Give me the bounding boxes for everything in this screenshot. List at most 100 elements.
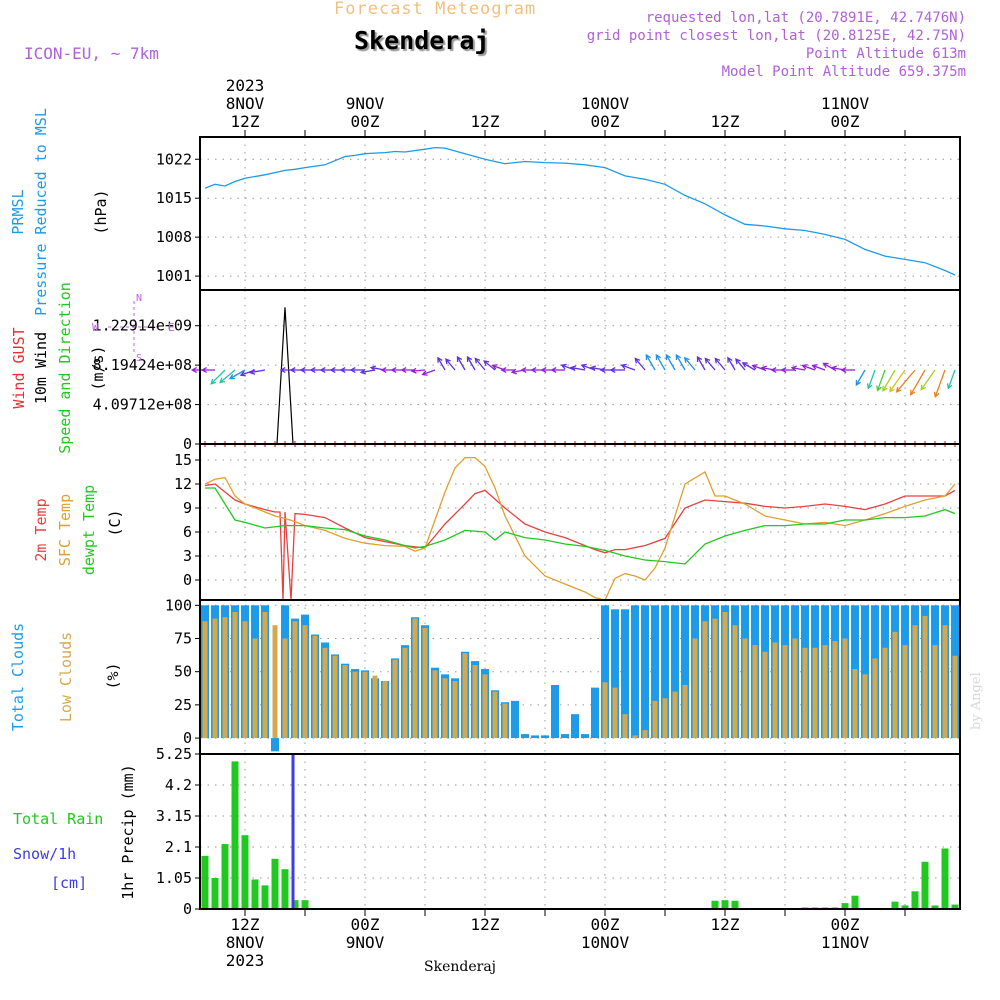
wind-arrow <box>727 357 736 371</box>
label-sfc: SFC Temp <box>56 494 74 566</box>
ytick-label: 1015 <box>156 189 192 207</box>
wind-arrow-head <box>445 358 451 365</box>
total-cloud-bar <box>631 605 639 739</box>
wind-arrow-head <box>751 364 758 370</box>
low-cloud-bar <box>382 680 388 739</box>
total-cloud-bar <box>641 605 649 739</box>
panel-frame <box>199 443 961 601</box>
wind-arrow-head <box>599 367 606 373</box>
wind-arrow <box>437 357 446 371</box>
low-cloud-bar <box>272 625 278 739</box>
low-cloud-bar <box>792 638 798 739</box>
label-prmsl: PRMSL <box>9 189 27 234</box>
wind-arrow-head <box>727 356 733 363</box>
wind-arrow-head <box>790 365 797 372</box>
ytick-label: 1001 <box>156 267 192 285</box>
wind-arrow-head <box>569 365 577 372</box>
wind-arrow-head <box>200 367 207 373</box>
low-cloud-bar <box>912 625 918 739</box>
wind-arrow-head <box>933 391 940 399</box>
axis-text: 1001 1008 1015 1022 0 4.09712e+08 8.19424e+08 1… <box>9 76 869 970</box>
ytick-label: 5.25 <box>156 745 192 763</box>
wind-arrow <box>855 369 866 386</box>
wind-arrow-head <box>421 370 428 376</box>
ytick-label: 1.05 <box>156 869 192 887</box>
point-altitude: Point Altitude 613m <box>805 46 966 62</box>
xlabel-bottom: 00Z <box>831 915 860 934</box>
low-cloud-bar <box>432 670 438 739</box>
total-cloud-bar <box>651 605 659 739</box>
wind-arrow-head <box>830 365 837 372</box>
xlabel-top: 11NOV <box>821 94 870 113</box>
total-cloud-bar <box>621 609 629 739</box>
low-cloud-bar <box>802 647 808 739</box>
wind-arrow-head <box>735 358 741 365</box>
wind-arrow-head <box>491 364 498 370</box>
low-cloud-bar <box>832 641 838 739</box>
low-cloud-bar <box>852 669 858 739</box>
total-cloud-bar <box>661 605 669 739</box>
low-cloud-bar <box>672 691 678 739</box>
total-cloud-bar <box>681 605 689 739</box>
total-cloud-bar <box>511 700 519 739</box>
wind-arrow <box>655 354 666 371</box>
xlabel-bottom: 11NOV <box>821 933 870 952</box>
label-total-clouds: Total Clouds <box>9 623 27 731</box>
wind-arrow-head <box>704 357 711 364</box>
station-title: Skenderaj <box>354 26 490 55</box>
low-cloud-bar <box>212 618 218 739</box>
low-cloud-bar <box>872 658 878 739</box>
wind-arrow-head <box>550 367 557 373</box>
wind-arrow <box>445 358 456 371</box>
ylabel-temp: (C) <box>106 509 124 536</box>
rain-bar <box>281 869 289 909</box>
low-cloud-bar <box>402 647 408 739</box>
low-cloud-bar <box>342 665 348 739</box>
low-cloud-bar <box>312 635 318 739</box>
pressure-line <box>204 146 956 276</box>
low-cloud-bar <box>662 698 668 739</box>
low-cloud-bar <box>472 665 478 739</box>
ytick-label: 4.2 <box>165 776 192 794</box>
low-cloud-bar <box>492 691 498 739</box>
rain-bar <box>271 858 279 909</box>
rain-bar <box>931 905 939 909</box>
rain-bar <box>231 761 239 909</box>
wind-arrow-head <box>760 365 767 372</box>
low-cloud-bar <box>812 647 818 739</box>
wind-arrow-head <box>359 368 367 375</box>
wind-arrow-head <box>437 356 443 363</box>
low-cloud-bar <box>902 645 908 739</box>
compass-s: S <box>136 353 142 364</box>
ytick-label: 4.09712e+08 <box>93 396 192 414</box>
total-cloud-bar <box>561 734 569 739</box>
panel-frame <box>199 753 961 910</box>
ytick-label: 100 <box>165 596 192 614</box>
wind-arrow <box>474 358 486 371</box>
rain-bar <box>721 900 729 909</box>
rain-bar <box>891 901 899 909</box>
requested-coords: requested lon,lat (20.7891E, 42.7476N) <box>645 10 966 26</box>
wind-arrow-head <box>840 367 847 373</box>
wind-arrow-head <box>219 377 226 384</box>
xlabel-top: 12Z <box>231 112 260 131</box>
wind-arrow <box>250 369 266 374</box>
label-gust: Wind GUST <box>10 327 28 408</box>
wind-arrow-head <box>248 368 256 375</box>
wind-arrow-head <box>876 385 882 392</box>
wind-arrow <box>665 354 676 371</box>
wind-arrow-head <box>589 365 597 372</box>
ytick-label: 1008 <box>156 228 192 246</box>
gridpoint-coords: grid point closest lon,lat (20.8125E, 42… <box>586 28 966 44</box>
wind-arrow <box>896 369 916 393</box>
wind-arrow <box>456 356 466 371</box>
low-cloud-bar <box>762 651 768 739</box>
wind-arrow <box>812 364 826 371</box>
chart-marks <box>108 146 960 910</box>
credit-watermark: by Angel <box>969 672 984 730</box>
low-cloud-bar <box>372 675 378 739</box>
rain-bar <box>921 861 929 909</box>
model-altitude: Model Point Altitude 659.375m <box>721 64 966 80</box>
wind-arrow-head <box>319 367 326 373</box>
wind-arrow-head <box>946 383 953 390</box>
